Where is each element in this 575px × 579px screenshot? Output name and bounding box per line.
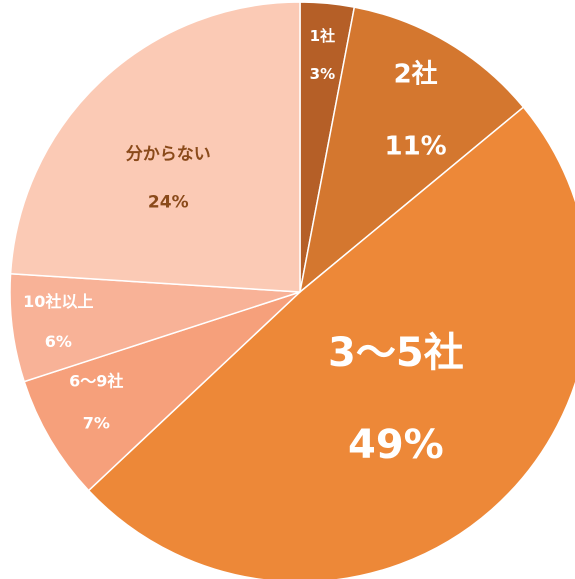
- slice-2: [299, 6, 525, 293]
- slice-2-category-label: 2社: [394, 59, 438, 90]
- slice-1-value-label: 3%: [310, 65, 335, 83]
- slice-4: [23, 291, 301, 492]
- pie-slices: [9, 1, 575, 579]
- pie-labels: 1社 3% 2社 11% 3〜5社 49% 6〜9社 7% 10社以上 6% 分からない 24%: [23, 27, 464, 468]
- slice-6: [9, 1, 301, 293]
- slice-3: [87, 106, 575, 579]
- slice-4-category-label: 6〜9社: [69, 372, 123, 391]
- slice-1-category-label: 1社: [310, 27, 335, 45]
- slice-5-value-label: 6%: [45, 332, 72, 351]
- slice-4-value-label: 7%: [83, 414, 110, 433]
- slice-2-value-label: 11%: [385, 132, 447, 162]
- slice-3-value-label: 49%: [348, 422, 444, 468]
- slice-3-category-label: 3〜5社: [328, 330, 464, 376]
- slice-5-category-label: 10社以上: [23, 292, 93, 311]
- slice-6-category-label: 分からない: [126, 144, 211, 164]
- slice-6-value-label: 24%: [148, 192, 189, 212]
